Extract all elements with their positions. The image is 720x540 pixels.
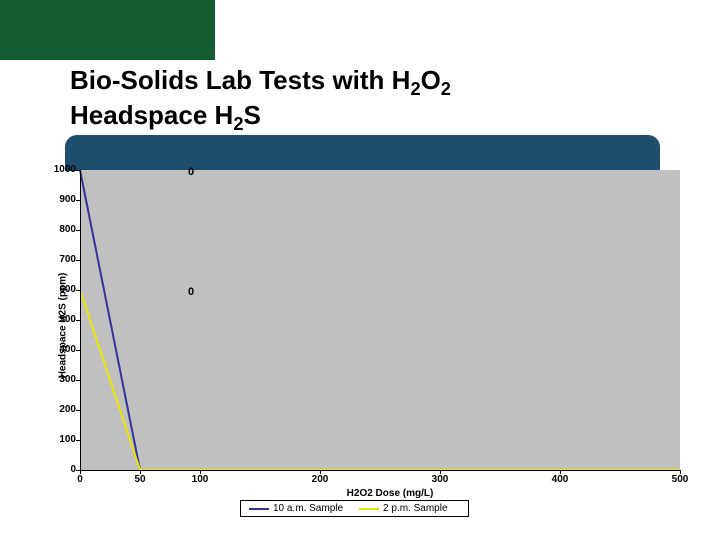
ytick-label: 700	[42, 254, 76, 265]
chart-legend: 10 a.m. Sample 2 p.m. Sample	[240, 500, 469, 517]
legend-label: 10 a.m. Sample	[273, 503, 343, 514]
ytick-label: 400	[42, 344, 76, 355]
chart: Headspace H2S (ppm) H2O2 Dose (mg/L) 10 …	[0, 0, 720, 540]
xtick-label: 300	[432, 474, 449, 485]
x-axis-label: H2O2 Dose (mg/L)	[330, 488, 450, 499]
series-line	[80, 290, 680, 470]
legend-swatch	[249, 508, 269, 510]
chart-lines	[80, 170, 680, 470]
ytick-label: 500	[42, 314, 76, 325]
xtick-label: 400	[552, 474, 569, 485]
ytick-label: 200	[42, 404, 76, 415]
legend-swatch	[359, 508, 379, 510]
ytick-label: 100	[42, 434, 76, 445]
ytick-label: 1000	[42, 164, 76, 175]
legend-label: 2 p.m. Sample	[383, 503, 447, 514]
ytick-label: 300	[42, 374, 76, 385]
ytick-label: 900	[42, 194, 76, 205]
xtick-label: 500	[672, 474, 689, 485]
series-data-label: 0	[188, 286, 194, 298]
xtick-label: 200	[312, 474, 329, 485]
ytick-label: 600	[42, 284, 76, 295]
plot-area	[80, 170, 680, 470]
xtick-label: 50	[134, 474, 145, 485]
ytick-label: 800	[42, 224, 76, 235]
ytick-label: 0	[42, 464, 76, 475]
series-data-label: 0	[188, 166, 194, 178]
xtick-label: 0	[77, 474, 83, 485]
series-line	[80, 170, 680, 470]
xtick-label: 100	[192, 474, 209, 485]
